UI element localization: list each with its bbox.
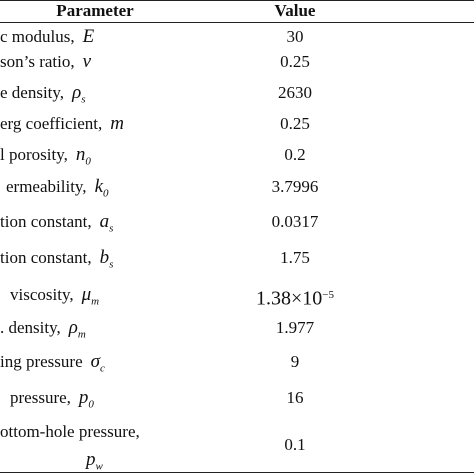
parameter-symbol: a	[99, 211, 110, 232]
parameter-subscript: s	[81, 93, 86, 106]
value-cell: 16	[287, 388, 304, 408]
symbol-group: ρs	[64, 82, 86, 106]
symbol-group: μm	[74, 284, 100, 308]
parameter-name: . density,	[0, 318, 61, 337]
parameter-cell: ottom-hole pressure, pw	[0, 422, 140, 474]
value-text: 1.75	[280, 248, 310, 267]
value-cell: 3.7996	[272, 177, 319, 197]
parameter-symbol: v	[82, 51, 92, 72]
parameter-cell: tion constant, as	[0, 212, 113, 238]
symbol-group: k0	[87, 176, 109, 200]
parameter-subscript: s	[109, 258, 114, 271]
value-text: 1.977	[275, 318, 315, 337]
parameter-symbol: σ	[90, 351, 100, 372]
parameter-symbol: ρ	[68, 317, 78, 338]
parameter-name: tion constant,	[0, 248, 92, 267]
bottom-rule	[0, 472, 474, 473]
parameter-subscript: w	[95, 460, 103, 473]
parameter-symbol: E	[82, 26, 95, 47]
value-cell: 0.25	[280, 52, 310, 72]
value-exponent: −5	[322, 289, 334, 301]
parameter-subscript: c	[100, 362, 105, 375]
parameter-symbol: b	[99, 247, 110, 268]
parameter-symbol: p	[86, 449, 96, 470]
value-cell: 0.2	[284, 145, 305, 165]
parameter-symbol: n	[75, 144, 86, 165]
value-cell: 1.38×10−5	[256, 285, 334, 310]
parameter-cell: ing pressure σc	[0, 352, 105, 378]
header-rule	[0, 22, 474, 23]
parameter-subscript: 0	[103, 187, 109, 200]
value-cell: 9	[291, 352, 300, 372]
parameter-cell: ermeability, k0	[6, 177, 109, 203]
parameter-name: son’s ratio,	[0, 52, 75, 71]
value-text: 0.25	[280, 114, 310, 133]
parameter-cell: erg coefficient, m	[0, 114, 124, 134]
value-text: 0.1	[284, 435, 306, 454]
parameter-cell: tion constant, bs	[0, 248, 113, 274]
value-text: 2630	[278, 83, 312, 102]
parameter-cell: son’s ratio, v	[0, 52, 91, 72]
value-cell: 30	[287, 27, 304, 47]
symbol-group: bs	[92, 247, 114, 271]
value-text: 16	[286, 388, 304, 407]
symbol-group: as	[92, 211, 114, 235]
parameter-cell: pressure, p0	[10, 388, 94, 414]
parameter-symbol: k	[94, 176, 103, 197]
value-text: 0.25	[280, 52, 310, 71]
parameter-symbol: μ	[81, 284, 92, 305]
symbol-group: σc	[83, 351, 105, 375]
parameter-subscript: m	[77, 328, 86, 341]
parameter-cell: l porosity, n0	[0, 145, 91, 171]
parameter-symbol: ρ	[72, 82, 82, 103]
parameter-name: ermeability,	[6, 177, 87, 196]
symbol-group: E	[75, 26, 95, 47]
value-cell: 1.977	[276, 318, 314, 338]
value-text: 0.0317	[271, 212, 319, 231]
parameter-cell: e density, ρs	[0, 83, 85, 109]
parameter-name: e density,	[0, 83, 65, 102]
header-cell: Value	[274, 1, 316, 20]
symbol-group: pw	[0, 450, 140, 474]
value-cell: 0.0317	[272, 212, 319, 232]
symbol-group: p0	[71, 387, 94, 411]
parameter-name: c modulus,	[0, 27, 75, 46]
value-cell: 0.25	[280, 114, 310, 134]
parameter-name: erg coefficient,	[0, 114, 103, 133]
parameter-name: ing pressure	[0, 352, 83, 371]
symbol-group: v	[75, 51, 92, 72]
symbol-group: ρm	[61, 317, 86, 341]
parameter-cell: c modulus, E	[0, 27, 94, 47]
parameter-subscript: 0	[88, 398, 94, 411]
parameter-symbol: p	[78, 387, 89, 408]
parameter-name: pressure,	[10, 388, 71, 407]
symbol-group: n0	[68, 144, 91, 168]
parameter-name: viscosity,	[10, 285, 74, 304]
top-rule	[0, 0, 474, 1]
value-text: 3.7996	[271, 177, 319, 196]
parameter-cell: . density, ρm	[0, 318, 86, 344]
header-cell: Parameter	[56, 1, 134, 20]
value-text: 0.2	[284, 145, 306, 164]
parameter-cell: viscosity, μm	[10, 285, 99, 311]
symbol-group: m	[102, 113, 124, 134]
parameter-symbol: m	[110, 113, 124, 134]
parameter-name: ottom-hole pressure,	[0, 422, 140, 441]
parameter-subscript: m	[91, 295, 100, 308]
value-text: 30	[286, 27, 304, 46]
value-text: 1.38×10	[256, 287, 323, 310]
value-text: 9	[290, 352, 300, 371]
value-cell: 0.1	[284, 435, 305, 455]
value-cell: 1.75	[280, 248, 310, 268]
parameter-subscript: 0	[85, 155, 91, 168]
value-cell: 2630	[278, 83, 312, 103]
parameter-subscript: s	[109, 222, 114, 235]
parameter-name: l porosity,	[0, 145, 68, 164]
parameter-name: tion constant,	[0, 212, 92, 231]
